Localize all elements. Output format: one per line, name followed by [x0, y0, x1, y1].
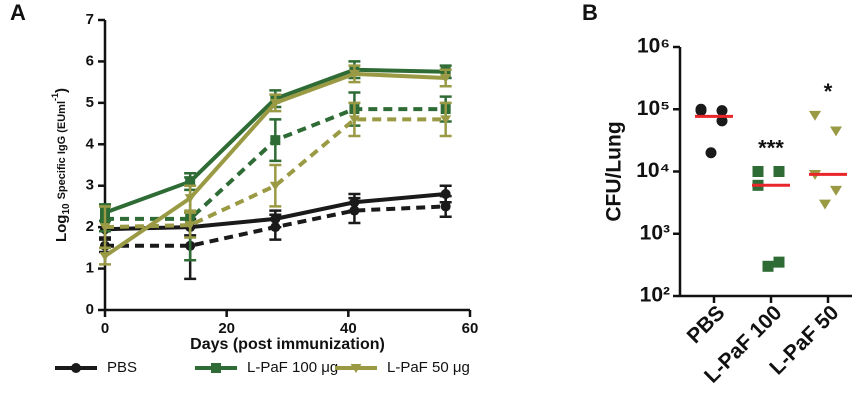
data-point: [716, 115, 728, 127]
data-point: [348, 115, 360, 125]
data-point: [695, 105, 707, 117]
data-point: [705, 147, 717, 159]
data-point: [818, 199, 832, 210]
data-point: [762, 260, 774, 272]
significance: *: [824, 79, 833, 104]
y-tick-label: 4: [86, 135, 95, 152]
data-point: [184, 194, 196, 204]
y-tick-label: 5: [86, 94, 94, 111]
panel-letter: B: [582, 0, 598, 25]
data-point: [349, 205, 360, 216]
x-tick-label: PBS: [683, 301, 730, 348]
legend-label: L-PaF 100 μg: [247, 359, 338, 376]
y-tick-label: 10⁵: [637, 97, 670, 120]
y-tick-label: 10⁴: [636, 159, 670, 182]
panel-letter: A: [10, 0, 26, 25]
legend-marker: [350, 364, 362, 373]
legend-label: PBS: [107, 359, 137, 376]
data-point: [269, 98, 281, 108]
y-tick-label: 7: [86, 11, 94, 28]
legend-marker: [71, 363, 81, 373]
data-point: [440, 74, 452, 83]
data-point: [808, 110, 822, 121]
x-axis-label: Days (post immunization): [190, 336, 385, 353]
data-point: [829, 126, 843, 137]
legend-marker: [211, 363, 221, 373]
y-axis-label-part: Specific IgG (EUml: [56, 101, 68, 199]
data-point: [270, 135, 281, 146]
legend-label: L-PaF 50 μg: [387, 359, 470, 376]
y-axis-label: Log10 Specific IgG (EUml-1): [50, 88, 71, 242]
data-point: [829, 185, 843, 196]
data-point: [716, 105, 728, 117]
y-axis-label-part: Log: [53, 215, 70, 243]
x-tick-label: 20: [218, 320, 235, 337]
data-point: [99, 223, 111, 233]
data-point: [348, 69, 360, 79]
data-point: [773, 256, 785, 268]
data-point: [752, 166, 764, 177]
y-tick-label: 3: [86, 177, 94, 194]
y-axis-label: CFU/Lung: [603, 121, 626, 221]
data-point: [773, 166, 785, 177]
y-tick-label: 10²: [640, 284, 670, 307]
y-tick-label: 6: [86, 52, 94, 69]
data-point: [440, 201, 451, 212]
y-tick-label: 1: [86, 260, 94, 277]
y-axis-label-part: -1: [50, 93, 60, 101]
y-tick-label: 2: [86, 218, 94, 235]
x-tick-label: 60: [462, 320, 479, 337]
y-tick-label: 10³: [640, 221, 670, 244]
data-point: [99, 252, 111, 262]
data-point: [440, 115, 452, 125]
y-tick-label: 10⁶: [637, 35, 670, 58]
y-axis-label-part: 10: [61, 203, 72, 215]
data-point: [270, 222, 281, 233]
y-axis-label-part: ): [53, 88, 70, 93]
x-tick-label: 0: [101, 320, 109, 337]
data-point: [269, 181, 281, 191]
data-point: [184, 221, 196, 231]
x-tick-label: 40: [340, 320, 357, 337]
significance: ***: [758, 135, 784, 160]
y-tick-label: 0: [86, 301, 94, 318]
